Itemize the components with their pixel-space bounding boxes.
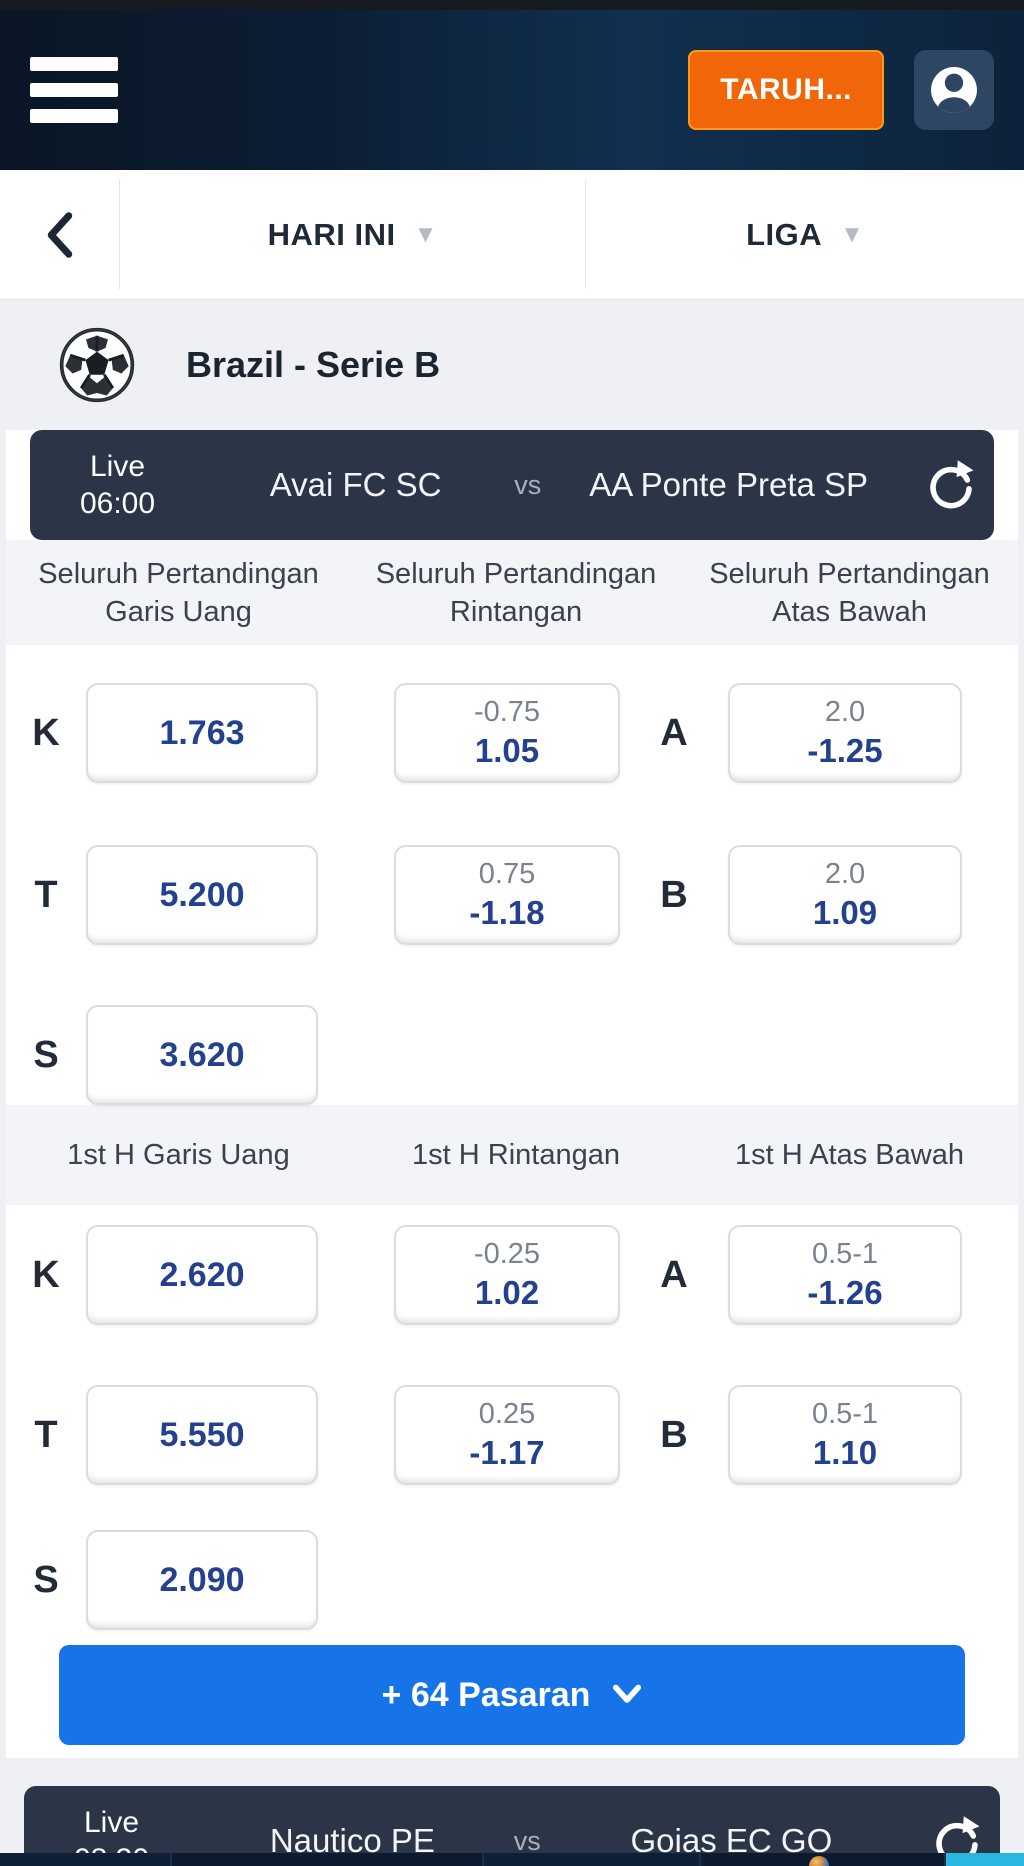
strip-segment <box>484 1853 699 1866</box>
user-profile-icon <box>931 67 977 113</box>
strip-divider <box>482 1853 484 1866</box>
refresh-icon <box>930 460 974 509</box>
more-markets-button[interactable]: + 64 Pasaran <box>59 1645 965 1745</box>
odds-button-moneyline-draw[interactable]: 2.090 <box>86 1530 318 1630</box>
globe-icon <box>809 1856 829 1866</box>
selection-label-home: K <box>32 1253 60 1296</box>
chevron-left-icon <box>47 211 72 258</box>
strip-divider <box>170 1853 172 1866</box>
odds-button-handicap-away[interactable]: 0.25 -1.17 <box>394 1385 620 1485</box>
market-header: 1st H Rintangan <box>412 1138 620 1171</box>
profile-button[interactable] <box>914 50 994 130</box>
match-time-block: Live 06:00 <box>30 448 205 523</box>
selection-label-away: T <box>34 873 58 916</box>
filter-bar: HARI INI ▼ LIGA ▼ <box>0 170 1024 300</box>
back-button[interactable] <box>0 170 119 299</box>
hamburger-icon <box>30 109 118 123</box>
strip-segment <box>172 1853 482 1866</box>
hamburger-icon <box>30 83 118 97</box>
match-card: Live 06:00 Avai FC SC vs AA Ponte Preta … <box>6 430 1018 1758</box>
refresh-icon <box>936 1816 980 1853</box>
strip-segment <box>701 1853 944 1866</box>
selection-label-under: B <box>660 873 688 916</box>
odds-button-handicap-home[interactable]: -0.75 1.05 <box>394 683 620 783</box>
market-header: 1st H Atas Bawah <box>735 1138 964 1171</box>
vs-label: vs <box>513 1825 541 1854</box>
match-header-row[interactable]: Live 06:00 Avai FC SC vs AA Ponte Preta … <box>30 430 994 540</box>
header-actions: TARUH... <box>688 50 994 130</box>
match-time: 08:30 <box>24 1841 199 1853</box>
market-headers-full-time: Seluruh Pertandingan Garis Uang Seluruh … <box>6 540 1018 645</box>
more-markets-wrap: + 64 Pasaran <box>6 1645 1018 1758</box>
odds-row: K 2.620 -0.25 1.02 A 0.5-1 -1.26 <box>6 1225 1018 1325</box>
chevron-down-icon: ▼ <box>840 220 864 248</box>
top-status-strip <box>0 0 1024 10</box>
odds-row: K 1.763 -0.75 1.05 A 2.0 -1.25 <box>6 683 1018 783</box>
odds-button-moneyline-away[interactable]: 5.550 <box>86 1385 318 1485</box>
away-team-name: Goias EC GO <box>630 1822 833 1853</box>
refresh-button[interactable] <box>914 1814 1000 1853</box>
odds-button-under[interactable]: 2.0 1.09 <box>728 845 962 945</box>
match-header-row[interactable]: Live 08:30 Nautico PE vs Goias EC GO <box>24 1786 1000 1853</box>
odds-button-moneyline-draw[interactable]: 3.620 <box>86 1005 318 1105</box>
bet-button[interactable]: TARUH... <box>688 50 884 130</box>
selection-label-under: B <box>660 1413 688 1456</box>
selection-label-draw: S <box>33 1558 59 1601</box>
strip-divider <box>944 1853 946 1866</box>
match-time-block: Live 08:30 <box>24 1804 199 1854</box>
market-header: Seluruh Pertandingan Garis Uang <box>38 557 319 628</box>
selection-label-over: A <box>660 1253 688 1296</box>
chevron-down-icon <box>613 1684 642 1703</box>
hamburger-icon <box>30 57 118 71</box>
odds-grid-first-half: K 2.620 -0.25 1.02 A 0.5-1 -1.26 T 5.550… <box>6 1205 1018 1645</box>
odds-row: T 5.550 0.25 -1.17 B 0.5-1 1.10 <box>6 1385 1018 1485</box>
section-gap <box>0 1758 1024 1786</box>
away-team-name: AA Ponte Preta SP <box>589 466 869 503</box>
filter-dropdown-liga[interactable]: LIGA ▼ <box>586 170 1024 299</box>
odds-row: T 5.200 0.75 -1.18 B 2.0 1.09 <box>6 845 1018 945</box>
odds-button-moneyline-home[interactable]: 1.763 <box>86 683 318 783</box>
selection-label-home: K <box>32 711 60 754</box>
filter-label: LIGA <box>746 216 823 252</box>
app-header: TARUH... <box>0 10 1024 170</box>
filter-label: HARI INI <box>267 216 396 252</box>
market-header: Seluruh Pertandingan Rintangan <box>375 557 657 628</box>
odds-row: S 2.090 <box>6 1530 1018 1630</box>
selection-label-away: T <box>34 1413 58 1456</box>
odds-button-over[interactable]: 0.5-1 -1.26 <box>728 1225 962 1325</box>
divider <box>119 180 120 289</box>
menu-button[interactable] <box>30 55 120 125</box>
strip-divider <box>699 1853 701 1866</box>
odds-row: S 3.620 <box>6 1005 1018 1105</box>
odds-button-moneyline-home[interactable]: 2.620 <box>86 1225 318 1325</box>
strip-segment <box>0 1853 170 1866</box>
strip-cyan-segment <box>946 1853 1024 1866</box>
odds-button-under[interactable]: 0.5-1 1.10 <box>728 1385 962 1485</box>
market-header: Seluruh Pertandingan Atas Bawah <box>709 557 990 628</box>
home-team-name: Avai FC SC <box>269 466 442 503</box>
odds-button-moneyline-away[interactable]: 5.200 <box>86 845 318 945</box>
selection-label-draw: S <box>33 1033 59 1076</box>
live-badge: Live <box>89 449 146 483</box>
chevron-down-icon: ▼ <box>413 220 438 248</box>
next-match-clip: Live 08:30 Nautico PE vs Goias EC GO <box>0 1786 1024 1853</box>
match-time: 06:00 <box>79 487 156 520</box>
league-header: Brazil - Serie B <box>0 300 1024 430</box>
bottom-strip <box>0 1853 1024 1866</box>
live-badge: Live <box>83 1805 140 1839</box>
vs-label: vs <box>514 469 542 500</box>
odds-button-handicap-away[interactable]: 0.75 -1.18 <box>394 845 620 945</box>
filter-dropdown-hari-ini[interactable]: HARI INI ▼ <box>120 170 585 299</box>
home-team-name: Nautico PE <box>269 1822 435 1853</box>
divider <box>585 180 586 289</box>
market-headers-first-half: 1st H Garis Uang 1st H Rintangan 1st H A… <box>6 1105 1018 1205</box>
odds-button-over[interactable]: 2.0 -1.25 <box>728 683 962 783</box>
soccer-ball-icon <box>59 327 135 403</box>
refresh-button[interactable] <box>908 458 994 512</box>
odds-grid-full-time: K 1.763 -0.75 1.05 A 2.0 -1.25 T 5.200 0… <box>6 645 1018 1105</box>
odds-button-handicap-home[interactable]: -0.25 1.02 <box>394 1225 620 1325</box>
selection-label-over: A <box>660 711 688 754</box>
league-title: Brazil - Serie B <box>186 344 441 385</box>
market-header: 1st H Garis Uang <box>67 1138 290 1171</box>
